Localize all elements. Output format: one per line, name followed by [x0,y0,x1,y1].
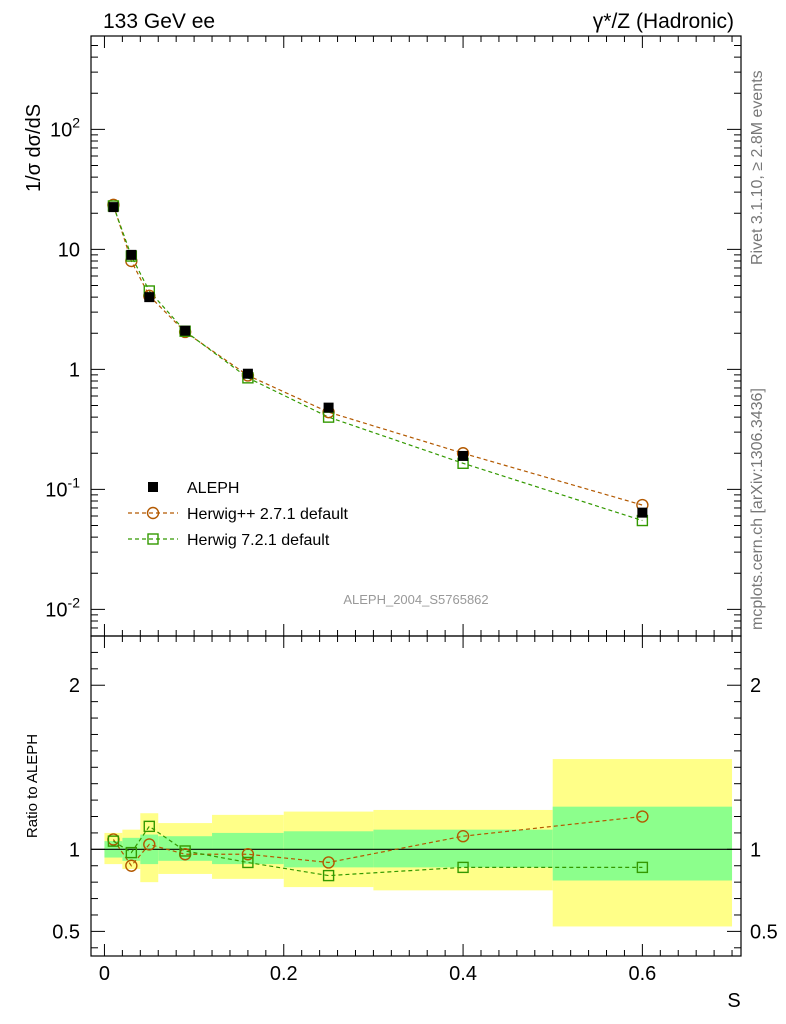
data-point-0-5 [323,402,334,413]
data-point-0-3 [180,325,191,336]
series-line-2 [112,205,643,522]
x-tick-label: 0.6 [628,963,656,985]
legend: ALEPH Herwig++ 2.7.1 default Herwig 7.2.1 … [128,480,349,549]
y-tick-label-main: 102 [50,114,80,141]
ratio-point-0-1 [125,859,138,872]
y-tick-label-main: 1 [69,359,80,381]
ratio-point-1-3 [179,845,191,857]
ratio-point-1-6 [457,861,469,874]
x-tick-label: 0.4 [449,963,477,985]
ratio-point-1-0 [107,835,120,847]
ratio-point-0-4 [241,848,255,861]
data-point-0-0 [108,202,119,213]
x-axis-label: S [727,990,740,1012]
data-point-0-2 [144,292,155,303]
process-label: γ*/Z (Hadronic) [593,10,734,33]
energy-label: 133 GeV ee [103,10,215,33]
ratio-plot-data [107,810,649,882]
data-point-0-6 [458,450,469,461]
ratio-point-1-5 [322,869,335,882]
ratio-point-0-5 [322,856,335,869]
legend-marker-0 [148,482,158,492]
ratio-point-1-1 [125,846,138,859]
ratio-point-1-2 [143,820,155,833]
ratio-uncertainty-bands [91,759,741,927]
data-point-0-4 [242,368,253,379]
x-tick-label: 0.2 [270,963,298,985]
data-point-0-7 [637,507,648,518]
y-tick-label-main: 10-2 [45,594,80,621]
y-axis-label-ratio: Ratio to ALEPH [24,734,41,838]
y-tick-label-ratio-right: 2 [750,675,761,697]
rivet-version-label: Rivet 3.1.10, ≥ 2.8M events [749,70,766,265]
legend-label-1: Herwig++ 2.7.1 default [187,506,349,523]
legend-marker-2 [147,533,159,545]
y-tick-label-ratio-right: 1 [750,839,761,861]
series-line-1 [112,204,643,506]
ratio-line-0 [112,815,643,867]
analysis-id-label: ALEPH_2004_S5765862 [343,592,488,607]
ratio-point-0-7 [636,810,649,823]
ratio-line-1 [113,825,643,877]
band-inner-6 [373,829,553,868]
ratio-plot-frame [90,635,742,957]
x-tick-label: 0 [99,963,110,985]
ratio-point-0-2 [143,838,156,851]
y-tick-label-main: 10-1 [45,474,80,501]
mcplots-label: mcplots.cern.ch [arXiv:1306.3436] [749,388,766,630]
y-tick-label-ratio-left: 2 [69,675,80,697]
axis-ticks [91,35,741,956]
y-tick-label-ratio-right: 0.5 [750,921,778,943]
ratio-point-1-7 [636,861,649,874]
legend-label-2: Herwig 7.2.1 default [187,532,330,549]
axis-tick-labels: 10-2 10-1 1 10 102 0.5 0.5 1 1 2 2 0 0.2 0.4 0.6 [45,114,778,985]
legend-marker-1 [146,506,160,520]
ratio-point-0-6 [456,830,470,843]
y-tick-label-main: 10 [58,239,80,261]
ratio-point-1-4 [242,856,254,869]
y-axis-label-main: 1/σ dσ/dS [23,104,45,192]
data-point-0-1 [126,249,137,260]
main-plot-data [107,198,649,527]
legend-label-0: ALEPH [187,480,239,497]
y-tick-label-ratio-left: 1 [69,839,80,861]
band-inner-7 [552,806,733,881]
y-tick-label-ratio-left: 0.5 [52,921,80,943]
